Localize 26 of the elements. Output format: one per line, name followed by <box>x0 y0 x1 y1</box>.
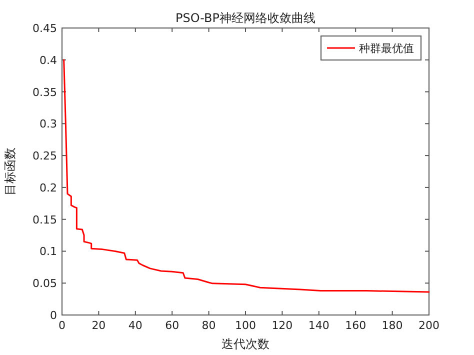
legend-label: 种群最优值 <box>359 42 414 55</box>
y-tick-label: 0.1 <box>40 245 57 258</box>
y-tick-label: 0.35 <box>32 86 57 99</box>
y-tick-label: 0.2 <box>40 181 57 194</box>
y-tick-label: 0 <box>50 309 57 322</box>
x-tick-label: 100 <box>235 319 256 332</box>
x-tick-label: 120 <box>272 319 293 332</box>
y-tick-label: 0.15 <box>32 213 57 226</box>
x-tick-label: 40 <box>128 319 142 332</box>
x-tick-label: 160 <box>345 319 366 332</box>
y-tick-label: 0.45 <box>32 22 57 35</box>
x-tick-label: 140 <box>308 319 330 332</box>
x-tick-label: 0 <box>58 319 66 332</box>
y-tick-label: 0.25 <box>32 150 57 163</box>
y-tick-label: 0.4 <box>40 54 57 67</box>
x-axis-title: 迭代次数 <box>222 337 270 351</box>
x-tick-label: 180 <box>382 319 403 332</box>
y-tick-label: 0.3 <box>40 118 57 131</box>
line-series <box>63 59 430 293</box>
x-tick-label: 20 <box>92 319 106 332</box>
chart-title: PSO-BP神经网络收敛曲线 <box>175 11 316 25</box>
x-tick-label: 80 <box>202 319 216 332</box>
x-tick-label: 200 <box>418 319 440 332</box>
y-axis-title: 目标函数 <box>3 148 17 196</box>
x-tick-label: 60 <box>165 319 180 332</box>
y-tick-label: 0.05 <box>32 277 57 290</box>
